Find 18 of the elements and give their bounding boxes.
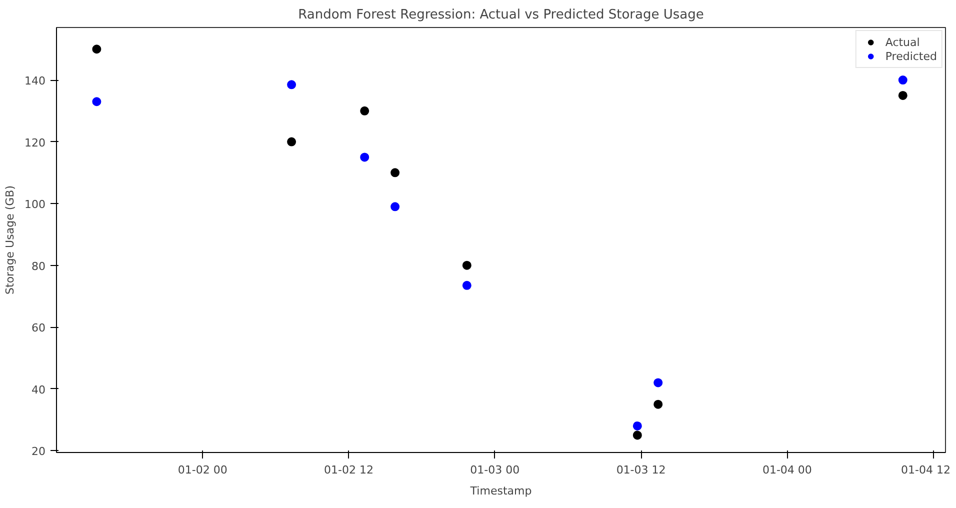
x-tick-label: 01-02 00 [178, 464, 228, 476]
y-tick-label: 140 [24, 74, 46, 88]
x-tick-label: 01-02 12 [324, 464, 374, 476]
chart-title: Random Forest Regression: Actual vs Predicted Storage Usage [298, 8, 704, 22]
x-axis-title: Timestamp [469, 484, 532, 498]
y-tick-label: 100 [24, 198, 46, 212]
y-tick-label: 120 [24, 136, 46, 150]
y-tick-label: 60 [32, 322, 46, 335]
legend-label: Actual [885, 35, 920, 49]
x-tick-label: 01-03 00 [470, 464, 520, 476]
x-tick-label: 01-03 12 [616, 464, 666, 476]
x-tick-label: 01-04 12 [901, 464, 951, 476]
y-tick-label: 20 [32, 445, 46, 458]
y-axis-title: Storage Usage (GB) [4, 186, 17, 294]
y-tick-label: 80 [32, 260, 46, 273]
legend-label: Predicted [885, 49, 937, 63]
x-tick-label: 01-04 00 [762, 464, 812, 476]
y-tick-label: 40 [32, 383, 46, 396]
